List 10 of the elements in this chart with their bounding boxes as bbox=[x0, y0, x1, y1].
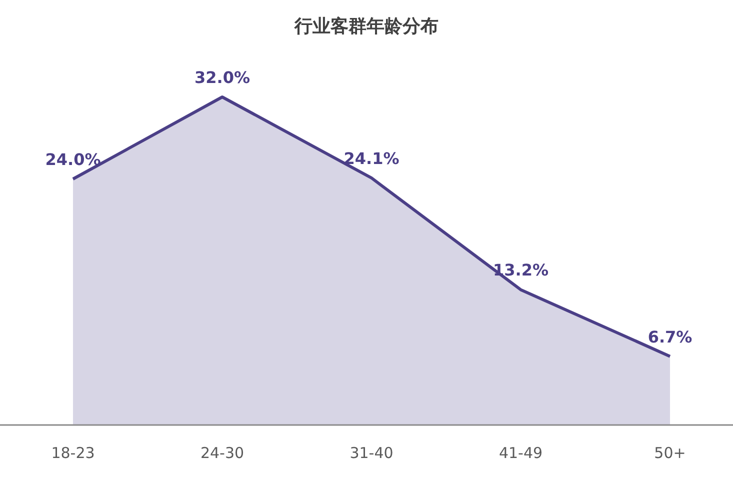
data-label: 24.0% bbox=[45, 150, 101, 169]
x-tick-label: 24-30 bbox=[200, 444, 244, 462]
x-tick-label: 41-49 bbox=[498, 444, 543, 462]
data-label: 6.7% bbox=[648, 327, 692, 346]
x-tick-label: 50+ bbox=[654, 444, 686, 462]
data-label: 24.1% bbox=[344, 148, 400, 168]
chart-title: 行业客群年龄分布 bbox=[294, 16, 438, 37]
data-label: 32.0% bbox=[194, 68, 250, 87]
x-tick-label: 31-40 bbox=[350, 444, 394, 462]
x-tick-label: 18-23 bbox=[51, 444, 95, 462]
